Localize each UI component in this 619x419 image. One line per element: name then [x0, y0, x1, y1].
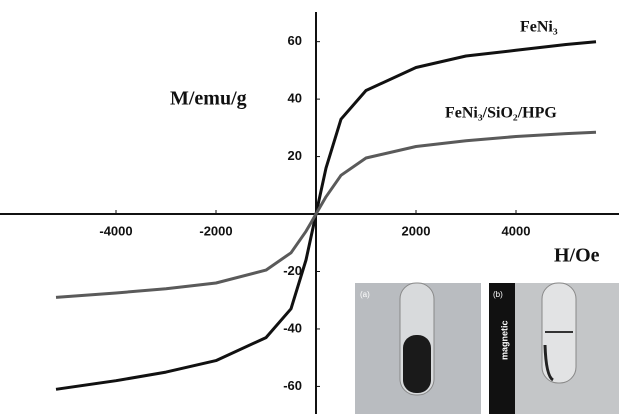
y-tick-label: 60	[288, 33, 302, 48]
y-tick-label: 40	[288, 91, 302, 106]
series-name: FeNi₃/SiO₂/HPG	[445, 105, 557, 122]
x-tick-label: -2000	[199, 223, 232, 238]
x-tick-label: 4000	[502, 223, 531, 238]
series-name: FeNi₃	[520, 19, 558, 36]
y-tick-label: -20	[283, 263, 302, 278]
page: (a) (b) magnetic M/emu/g H/Oe -4000 -2000…	[0, 0, 619, 419]
y-tick-label: 20	[288, 148, 302, 163]
inset-label: (a)	[360, 290, 370, 299]
x-tick-label: 2000	[402, 223, 431, 238]
inset-label: magnetic	[499, 320, 509, 360]
inset-label: (b)	[493, 290, 503, 299]
inset-photos: (a) (b) magnetic	[355, 283, 619, 414]
y-axis-title: M/emu/g	[170, 88, 247, 110]
liquid-a	[403, 335, 431, 393]
x-axis-title: H/Oe	[554, 245, 600, 267]
x-tick-label: -4000	[99, 223, 132, 238]
y-tick-label: -60	[283, 378, 302, 393]
chart: (a) (b) magnetic M/emu/g H/Oe -4000 -2000…	[0, 0, 619, 414]
y-tick-label: -40	[283, 320, 302, 335]
